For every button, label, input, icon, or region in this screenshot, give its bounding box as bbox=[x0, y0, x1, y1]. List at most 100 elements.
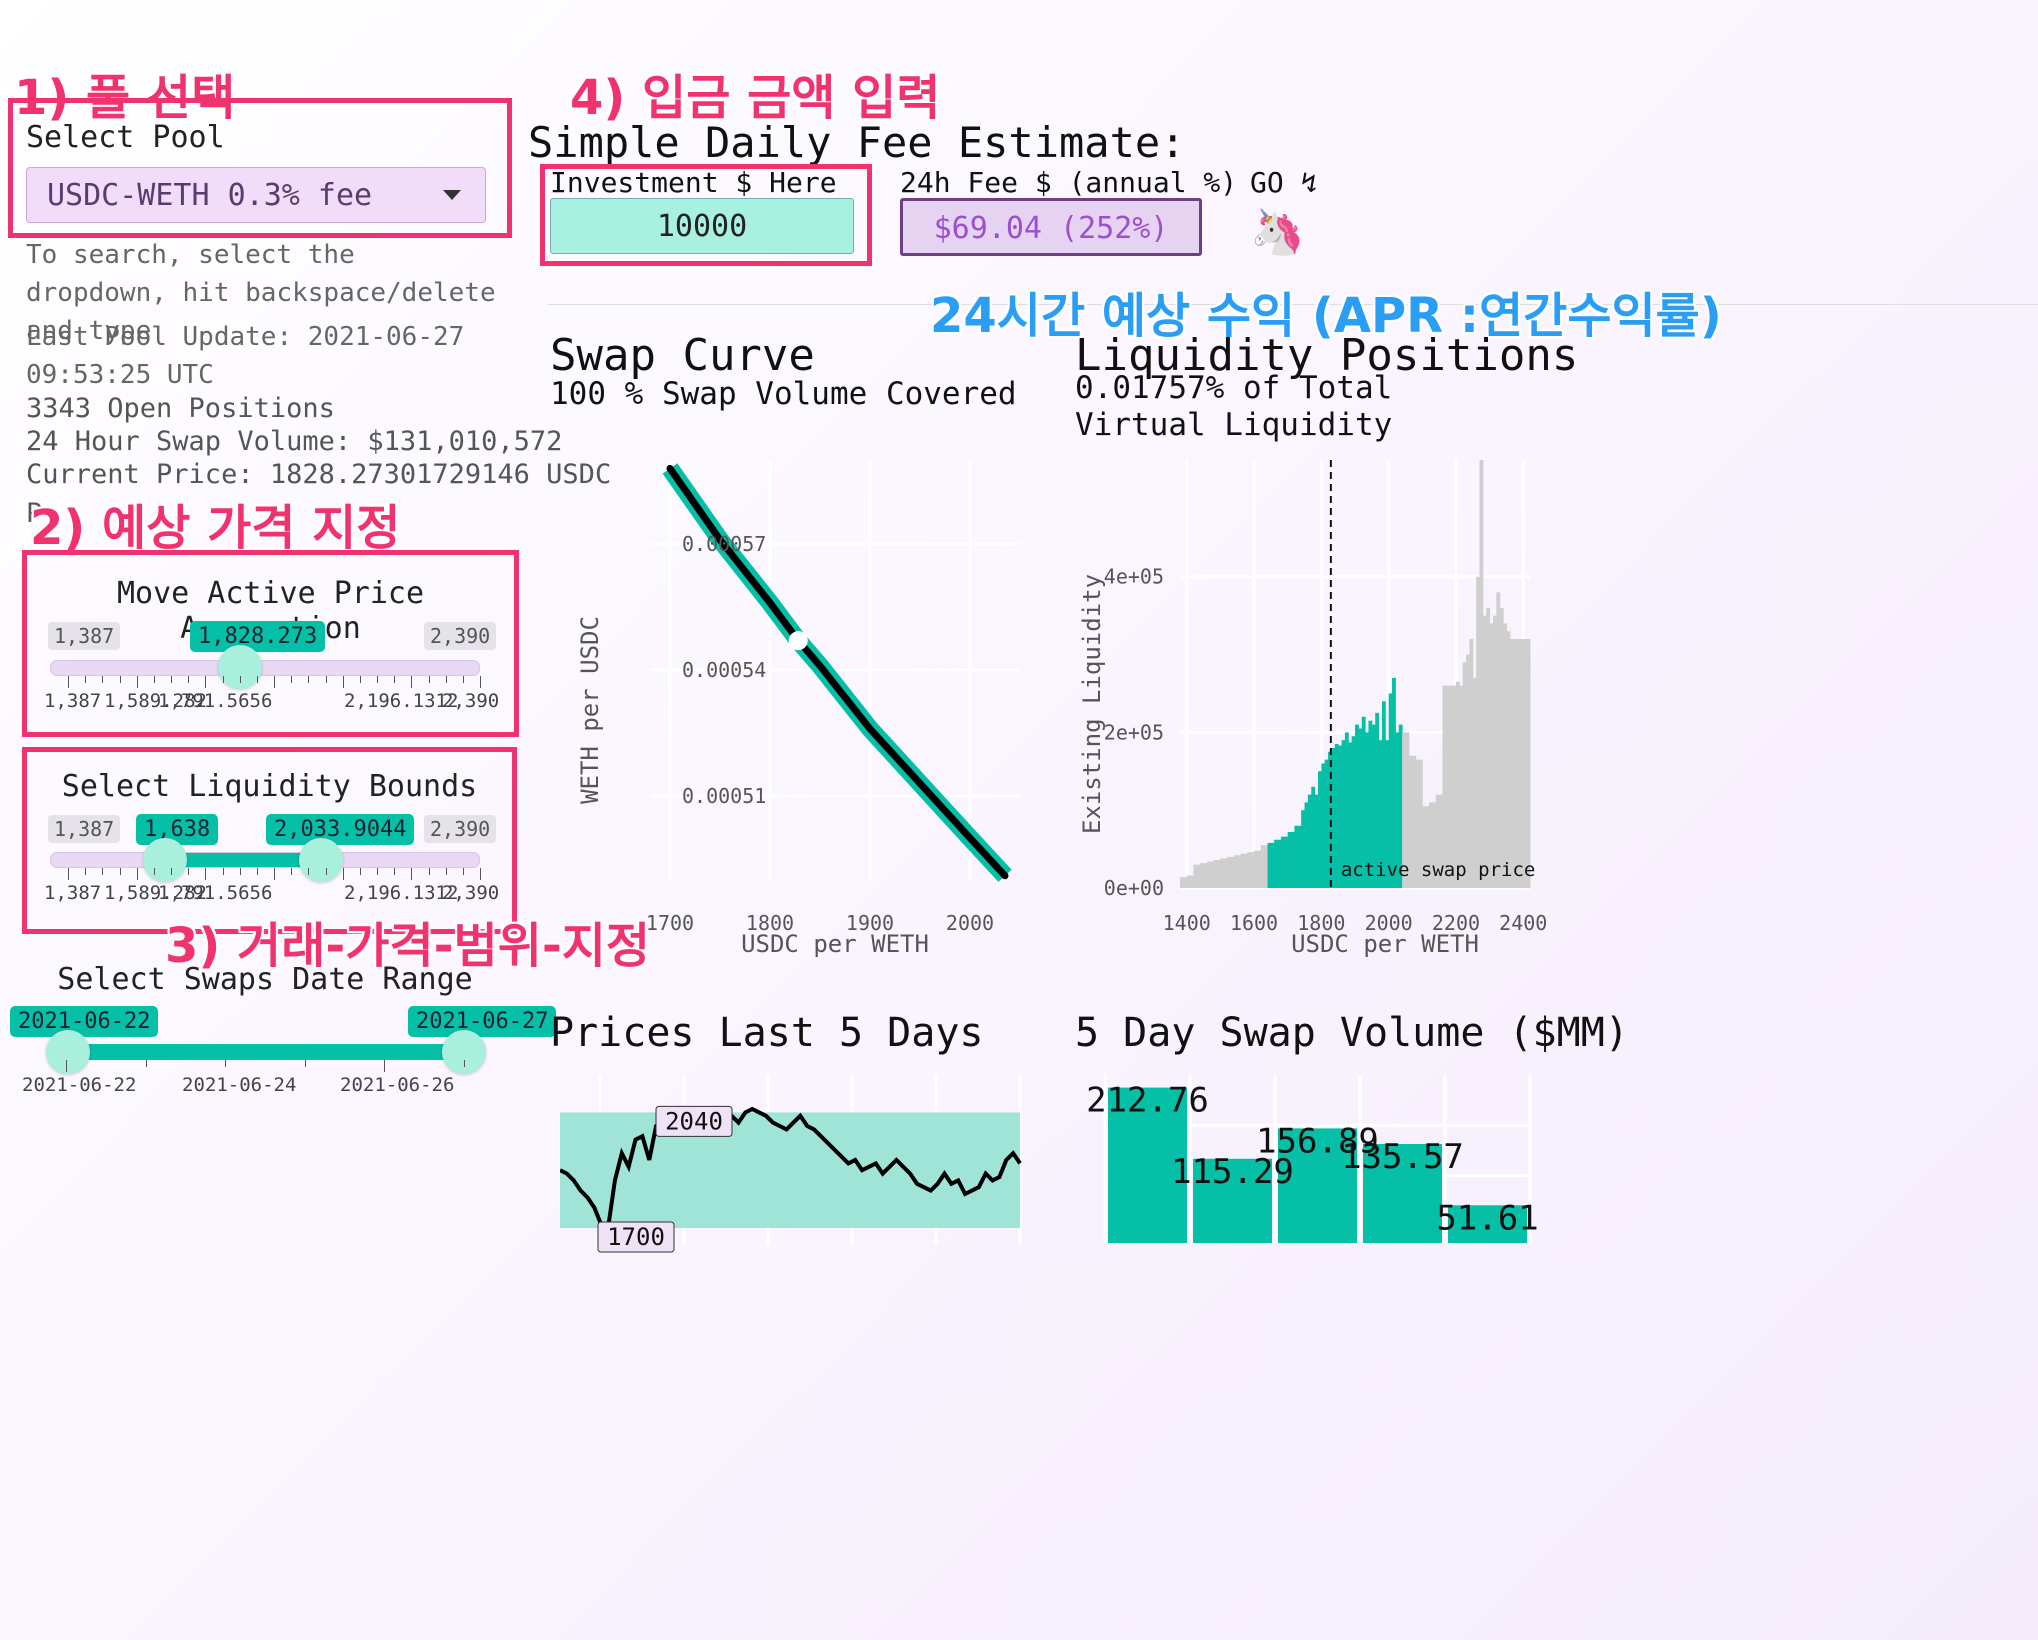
slider-tick bbox=[325, 676, 327, 683]
liquidity-bar bbox=[1227, 856, 1235, 888]
prices-chart: 2040 1700 bbox=[560, 1075, 1022, 1253]
slider-tick bbox=[239, 868, 241, 875]
liquidity-bar bbox=[1334, 744, 1339, 888]
liquidity-bar bbox=[1476, 576, 1481, 888]
liquidity-bar bbox=[1220, 858, 1228, 888]
x-axis-label: USDC per WETH bbox=[741, 930, 929, 958]
slider-tick bbox=[85, 676, 87, 683]
price-tick-label: 1,387 bbox=[44, 690, 102, 712]
liquidity-bar bbox=[1338, 745, 1343, 888]
x-tick-label: 1400 bbox=[1163, 911, 1211, 935]
liquidity-bar bbox=[1449, 685, 1457, 888]
go-button[interactable]: 🦄 bbox=[1250, 207, 1305, 258]
volume-bar-label: 212.76 bbox=[1086, 1081, 1209, 1121]
liquidity-bar bbox=[1408, 755, 1417, 888]
y-tick-label: 0.00054 bbox=[682, 658, 766, 682]
bounds-slider-range bbox=[164, 853, 320, 867]
liquidity-bar bbox=[1260, 845, 1268, 888]
range-band bbox=[560, 1112, 1020, 1228]
y-tick-label: 0.00051 bbox=[682, 784, 766, 808]
pool-hint: To search, select the dropdown, hit back… bbox=[26, 240, 496, 346]
date-slider-track[interactable] bbox=[64, 1044, 466, 1060]
pool-dropdown[interactable]: USDC-WETH 0.3% fee bbox=[26, 167, 486, 223]
annotation-apr: 24시간 예상 수익 (APR :연간수익률) bbox=[930, 288, 1722, 344]
bounds-slider-low-handle[interactable] bbox=[143, 838, 187, 882]
high-label-box bbox=[655, 1105, 733, 1137]
liquidity-bar bbox=[1294, 825, 1302, 888]
liquidity-bar bbox=[1186, 875, 1194, 888]
liquidity-bar bbox=[1398, 724, 1403, 888]
low-label-box bbox=[597, 1221, 675, 1253]
liquidity-bar bbox=[1355, 724, 1359, 888]
pool-dropdown-value: USDC-WETH 0.3% fee bbox=[47, 178, 373, 213]
chevron-down-icon[interactable] bbox=[443, 190, 461, 200]
annotation-step4: 4) 입금 금액 입력 bbox=[570, 70, 941, 126]
x-tick-label: 2200 bbox=[1432, 911, 1480, 935]
liquidity-bar bbox=[1365, 732, 1369, 888]
bounds-slider-high-handle[interactable] bbox=[299, 838, 343, 882]
current-price-marker bbox=[788, 631, 808, 651]
liquidity-bar bbox=[1180, 877, 1188, 888]
volume-bar-label: 51.61 bbox=[1436, 1198, 1538, 1238]
y-tick-label: 4e+05 bbox=[1104, 565, 1164, 589]
slider-tick bbox=[136, 676, 138, 688]
liquidity-bar bbox=[1378, 740, 1383, 888]
annotation-step2: 2) 예상 가격 지정 bbox=[30, 500, 401, 556]
slider-tick bbox=[464, 1060, 465, 1067]
volume-bar bbox=[1278, 1128, 1357, 1243]
slider-tick bbox=[225, 1060, 227, 1067]
slider-tick bbox=[377, 676, 378, 683]
date-slider-start-handle[interactable] bbox=[46, 1030, 90, 1074]
price-slider-value: 1,828.273 bbox=[190, 621, 326, 652]
y-tick-label: 0e+00 bbox=[1104, 876, 1164, 900]
investment-input[interactable] bbox=[550, 198, 854, 254]
x-tick-label: 1800 bbox=[746, 911, 794, 935]
liquidity-bar bbox=[1311, 786, 1316, 888]
liquidity-bar bbox=[1267, 842, 1275, 888]
slider-tick bbox=[377, 868, 378, 875]
slider-tick bbox=[342, 676, 344, 688]
liquidity-bar bbox=[1233, 855, 1242, 888]
slider-tick bbox=[462, 676, 464, 683]
liquidity-bar bbox=[1496, 592, 1501, 888]
volume-bar bbox=[1108, 1087, 1187, 1243]
slider-tick bbox=[68, 676, 69, 688]
liquidity-bar bbox=[1381, 701, 1386, 888]
slider-tick bbox=[308, 676, 310, 683]
high-label: 2040 bbox=[665, 1107, 723, 1135]
y-axis-label: WETH per USDC bbox=[576, 616, 604, 804]
slider-tick bbox=[445, 868, 447, 875]
liquidity-bar bbox=[1499, 607, 1504, 888]
curve-line bbox=[666, 464, 1009, 880]
price-slider-track[interactable] bbox=[50, 660, 480, 676]
liquidity-bar bbox=[1328, 751, 1332, 888]
liquidity-bar bbox=[1206, 861, 1215, 888]
slider-tick bbox=[239, 676, 241, 683]
slider-tick bbox=[205, 868, 207, 880]
slider-tick bbox=[222, 676, 224, 683]
liquidity-bar bbox=[1385, 740, 1390, 888]
annotation-box-pool bbox=[8, 98, 512, 238]
slider-tick bbox=[428, 868, 430, 875]
liquidity-bar bbox=[1479, 460, 1484, 888]
date-slider-title: Select Swaps Date Range bbox=[57, 962, 473, 997]
annotation-box-investment bbox=[540, 164, 872, 266]
slider-tick bbox=[171, 868, 172, 875]
bounds-slider-high: 2,033.9044 bbox=[266, 814, 415, 845]
liquidity-bar bbox=[1254, 850, 1262, 888]
liquidity-bar bbox=[1304, 802, 1309, 888]
volume-bar-label: 135.57 bbox=[1341, 1137, 1464, 1177]
liquidity-bar bbox=[1486, 607, 1491, 888]
slider-tick bbox=[153, 676, 155, 683]
liquidity-bar bbox=[1492, 615, 1497, 888]
x-tick-label: 1800 bbox=[1297, 911, 1345, 935]
liquidity-title: Liquidity Positions bbox=[1075, 330, 1579, 381]
slider-tick bbox=[205, 676, 207, 688]
liquidity-bar bbox=[1240, 853, 1248, 888]
date-slider-end-handle[interactable] bbox=[442, 1030, 486, 1074]
slider-tick bbox=[411, 868, 413, 880]
price-tick-label: 1,791.5656 bbox=[158, 690, 273, 712]
liquidity-bar bbox=[1402, 732, 1410, 888]
fee-value: $69.04 (252%) bbox=[933, 211, 1169, 246]
x-tick-label: 1600 bbox=[1230, 911, 1278, 935]
